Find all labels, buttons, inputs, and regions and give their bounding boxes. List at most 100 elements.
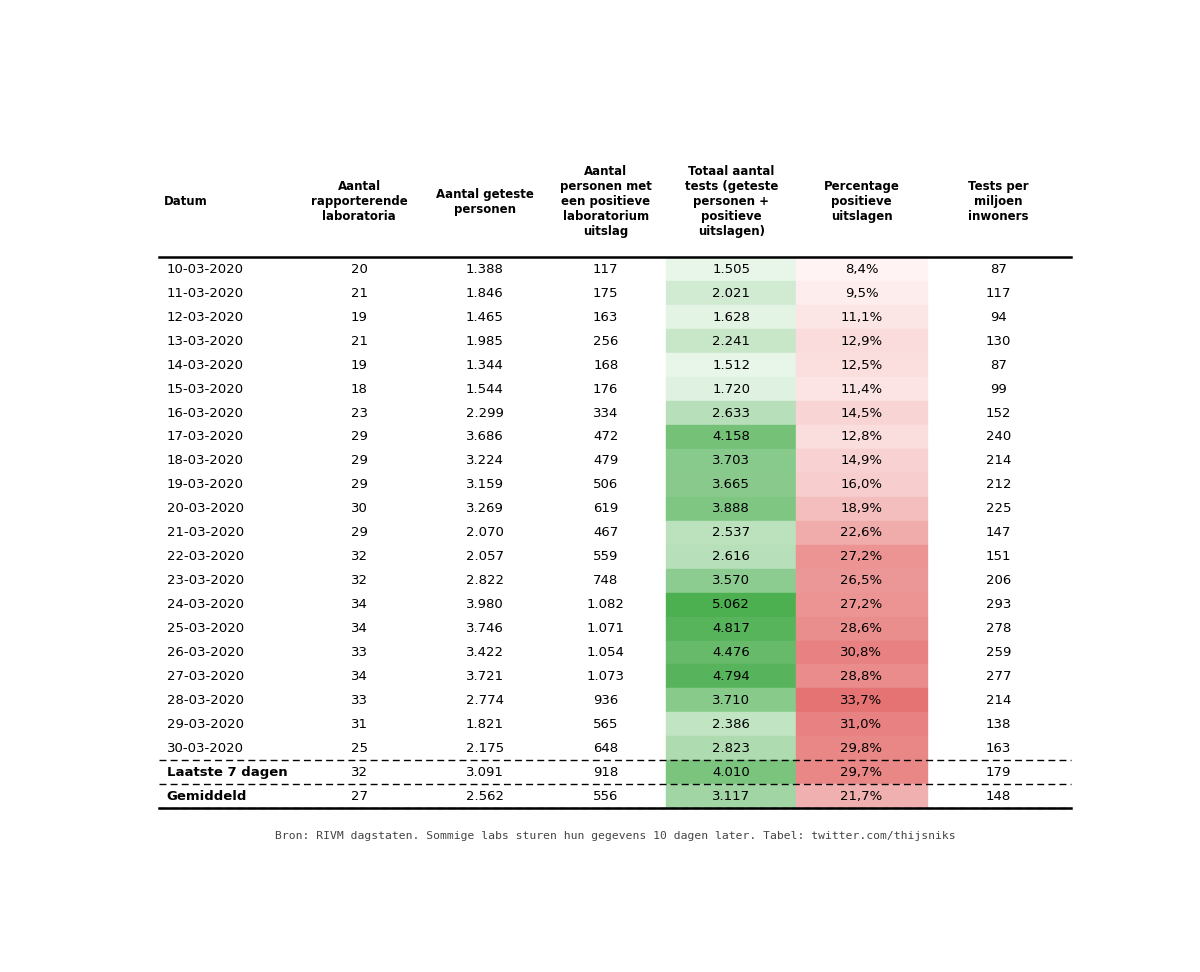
Text: 277: 277 [986,670,1012,683]
Text: 14,5%: 14,5% [840,406,882,420]
Text: 12,8%: 12,8% [840,431,882,443]
Text: 3.570: 3.570 [713,574,750,587]
Bar [666,425,797,449]
Text: Aantal geteste
personen: Aantal geteste personen [436,188,534,216]
Text: 130: 130 [986,334,1012,348]
Bar [797,449,926,473]
Text: 87: 87 [990,262,1007,276]
Text: 559: 559 [593,550,618,563]
Bar [666,281,797,305]
Bar [797,425,926,449]
Text: 12-03-2020: 12-03-2020 [167,311,244,324]
Text: 25: 25 [350,742,367,755]
Text: 3.422: 3.422 [466,646,504,659]
Text: 2.774: 2.774 [466,694,504,707]
Text: 24-03-2020: 24-03-2020 [167,598,244,611]
Text: 3.721: 3.721 [466,670,504,683]
Text: 28,6%: 28,6% [840,622,882,635]
Text: 16,0%: 16,0% [840,478,882,492]
Text: 3.980: 3.980 [466,598,504,611]
Text: 206: 206 [986,574,1012,587]
Bar [797,353,926,377]
Text: Aantal
personen met
een positieve
laboratorium
uitslag: Aantal personen met een positieve labora… [559,165,652,238]
Text: Bron: RIVM dagstaten. Sommige labs sturen hun gegevens 10 dagen later. Tabel: tw: Bron: RIVM dagstaten. Sommige labs sture… [275,831,955,841]
Bar [666,377,797,401]
Text: 179: 179 [986,766,1012,779]
Text: 23-03-2020: 23-03-2020 [167,574,244,587]
Text: 278: 278 [986,622,1012,635]
Text: 163: 163 [593,311,618,324]
Text: 10-03-2020: 10-03-2020 [167,262,244,276]
Text: 23: 23 [350,406,367,420]
Bar [797,593,926,616]
Text: 2.070: 2.070 [466,526,504,539]
Text: Gemiddeld: Gemiddeld [167,789,247,803]
Text: 2.822: 2.822 [466,574,504,587]
Text: 29: 29 [350,526,367,539]
Text: 2.175: 2.175 [466,742,504,755]
Text: 30-03-2020: 30-03-2020 [167,742,244,755]
Text: 293: 293 [986,598,1012,611]
Text: 148: 148 [986,789,1012,803]
Bar [797,258,926,281]
Text: 3.665: 3.665 [713,478,750,492]
Text: 25-03-2020: 25-03-2020 [167,622,244,635]
Bar [666,449,797,473]
Bar [666,760,797,784]
Text: 32: 32 [350,766,367,779]
Text: 29: 29 [350,431,367,443]
Text: 18,9%: 18,9% [840,503,882,515]
Text: 2.562: 2.562 [466,789,504,803]
Text: 30: 30 [350,503,367,515]
Text: 3.224: 3.224 [466,455,504,468]
Text: 2.537: 2.537 [712,526,750,539]
Text: 94: 94 [990,311,1007,324]
Text: Percentage
positieve
uitslagen: Percentage positieve uitslagen [823,181,899,224]
Bar [666,593,797,616]
Text: 27-03-2020: 27-03-2020 [167,670,244,683]
Text: 29,7%: 29,7% [840,766,882,779]
Text: 748: 748 [593,574,618,587]
Text: 936: 936 [593,694,618,707]
Text: 152: 152 [986,406,1012,420]
Text: 1.505: 1.505 [713,262,750,276]
Bar [797,760,926,784]
Bar [666,258,797,281]
Bar [797,737,926,760]
Text: 26-03-2020: 26-03-2020 [167,646,244,659]
Text: 175: 175 [593,287,618,299]
Text: 2.021: 2.021 [713,287,750,299]
Text: 472: 472 [593,431,618,443]
Text: 334: 334 [593,406,618,420]
Text: 21-03-2020: 21-03-2020 [167,526,244,539]
Text: 117: 117 [593,262,618,276]
Text: 19-03-2020: 19-03-2020 [167,478,244,492]
Text: 31,0%: 31,0% [840,718,882,731]
Text: 19: 19 [350,311,367,324]
Text: 151: 151 [986,550,1012,563]
Text: 2.633: 2.633 [713,406,750,420]
Text: 648: 648 [593,742,618,755]
Text: 1.720: 1.720 [713,383,750,396]
Text: 14,9%: 14,9% [840,455,882,468]
Bar [797,305,926,330]
Text: 138: 138 [986,718,1012,731]
Text: 4.010: 4.010 [713,766,750,779]
Text: 28,8%: 28,8% [840,670,882,683]
Text: 26,5%: 26,5% [840,574,882,587]
Bar [797,665,926,688]
Text: 1.082: 1.082 [587,598,625,611]
Text: 12,5%: 12,5% [840,359,882,371]
Bar [666,305,797,330]
Bar [797,688,926,712]
Text: 29: 29 [350,455,367,468]
Text: 479: 479 [593,455,618,468]
Bar [666,688,797,712]
Text: 99: 99 [990,383,1007,396]
Bar [797,377,926,401]
Text: 13-03-2020: 13-03-2020 [167,334,244,348]
Bar [666,665,797,688]
Text: 1.054: 1.054 [587,646,625,659]
Bar [666,473,797,497]
Bar [666,353,797,377]
